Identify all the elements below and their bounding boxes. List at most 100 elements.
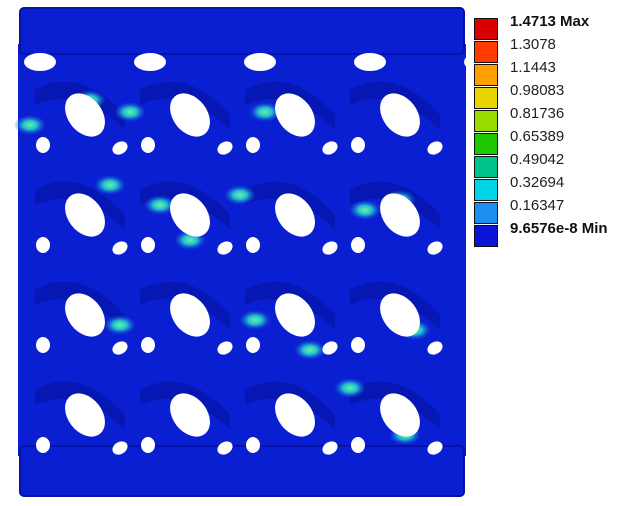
pore-small [36,337,50,353]
pore-top [24,53,56,71]
top-plate [19,7,465,55]
pore-large [380,93,420,137]
strut-shadow [35,281,125,330]
strut-shadow [350,181,440,230]
strut-shadow [245,181,335,230]
legend-swatch [474,87,498,109]
legend-swatch [474,156,498,178]
pore-small [351,137,365,153]
pore-small [246,137,260,153]
strut-shadow [140,381,230,430]
pore-small [246,237,260,253]
pore-large [170,393,210,437]
pore-small [112,241,128,255]
pore-large [275,293,315,337]
pore-small [36,237,50,253]
strut-shadow [350,81,440,130]
pore-small [141,437,155,453]
pore-small [141,237,155,253]
pore-small [427,341,443,355]
pore-small [322,341,338,355]
strut-shadow [245,81,335,130]
strut-shadow [35,81,125,130]
strut-shadow [140,81,230,130]
stress-hotspot [334,378,366,398]
legend-level-label: 0.98083 [510,82,565,99]
strut-shadow [350,281,440,330]
pore-large [170,293,210,337]
strut-shadow [140,181,230,230]
pore-large [170,193,210,237]
pore-small [351,237,365,253]
pore-small [112,341,128,355]
pore-small [351,337,365,353]
pore-small [217,141,233,155]
legend-level-label: 1.1443 [510,59,556,76]
stress-hotspot [349,200,381,220]
stress-hotspot [14,115,46,135]
pore-small [246,337,260,353]
legend-swatch [474,179,498,201]
pore-large [65,393,105,437]
pore-top [134,53,166,71]
pore-small [427,241,443,255]
pore-small [112,141,128,155]
pore-large [380,393,420,437]
pore-small [36,137,50,153]
pore-large [275,93,315,137]
contour-legend: 1.4713 Max 1.3078 1.1443 0.98083 0.81736… [474,13,629,247]
pore-small [112,441,128,455]
lattice-pores [24,53,496,455]
stress-hotspot [94,175,126,195]
strut-shadow [35,181,125,230]
legend-swatch [474,41,498,63]
pore-top [244,53,276,71]
legend-level-label: 0.65389 [510,128,565,145]
strut-shadow [35,381,125,430]
legend-level-label: 0.16347 [510,197,565,214]
legend-level-label: 0.32694 [510,174,565,191]
pore-small [322,241,338,255]
strut-shading [35,81,440,430]
pore-small [217,441,233,455]
stress-hotspot [144,195,176,215]
stress-hotspot [224,185,256,205]
strut-shadow [350,381,440,430]
legend-swatch [474,225,498,247]
pore-top [354,53,386,71]
pore-large [65,293,105,337]
stress-hotspot [294,340,326,360]
pore-small [36,437,50,453]
legend-level-label: 0.81736 [510,105,565,122]
pore-large [275,193,315,237]
bottom-plate [19,445,465,497]
strut-shadow [245,281,335,330]
strut-shadow [140,281,230,330]
legend-swatch [474,202,498,224]
pore-small [246,437,260,453]
legend-swatch [474,110,498,132]
stress-hotspot [249,102,281,122]
legend-min-label: 9.6576e-8 Min [510,220,608,237]
pore-small [141,337,155,353]
pore-small [427,441,443,455]
legend-level-label: 0.49042 [510,151,565,168]
pore-small [427,141,443,155]
pore-large [380,193,420,237]
pore-large [65,93,105,137]
stress-hotspot [114,102,146,122]
legend-level-label: 1.3078 [510,36,556,53]
legend-swatch [474,18,498,40]
legend-swatch [474,133,498,155]
strut-shadow [245,381,335,430]
pore-small [217,241,233,255]
pore-small [141,137,155,153]
pore-small [351,437,365,453]
pore-small [322,441,338,455]
pore-large [170,93,210,137]
legend-swatch [474,64,498,86]
pore-large [275,393,315,437]
stress-hotspot [104,315,136,335]
legend-max-label: 1.4713 Max [510,13,590,30]
